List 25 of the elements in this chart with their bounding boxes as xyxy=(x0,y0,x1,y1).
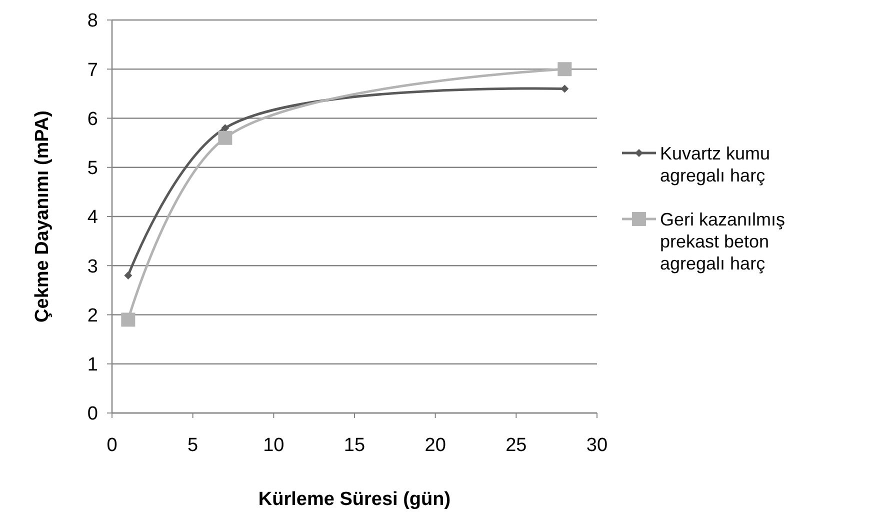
y-tick-label: 1 xyxy=(87,354,98,376)
y-tick-label: 6 xyxy=(87,108,98,130)
point xyxy=(558,62,572,76)
legend-label: Kuvartz kumu agregalı harç xyxy=(660,143,770,186)
y-tick-label: 0 xyxy=(87,404,98,425)
y-tick-label: 7 xyxy=(87,60,98,81)
point xyxy=(560,84,569,93)
point xyxy=(124,271,132,280)
x-tick-label: 20 xyxy=(424,435,446,456)
y-tick-label: 5 xyxy=(87,158,98,180)
y-tick-label: 4 xyxy=(87,207,98,228)
y-tick-label: 8 xyxy=(87,10,98,32)
x-tick-label: 5 xyxy=(188,435,198,456)
x-tick-label: 25 xyxy=(506,435,527,456)
x-axis-title: Kürleme Süresi (gün) xyxy=(258,489,451,510)
legend-label: Geri kazanılmış prekast beton agregalı harç xyxy=(660,209,786,274)
y-tick-label: 3 xyxy=(87,256,98,278)
y-axis-title: Çekme Dayanımı (mPA) xyxy=(32,110,53,322)
point xyxy=(218,130,232,145)
x-tick-label: 0 xyxy=(106,435,118,456)
y-tick-label: 2 xyxy=(87,305,98,326)
x-tick-label: 15 xyxy=(344,435,366,456)
point xyxy=(121,312,136,327)
x-tick-label: 30 xyxy=(586,435,608,456)
x-tick-label: 10 xyxy=(263,435,284,456)
